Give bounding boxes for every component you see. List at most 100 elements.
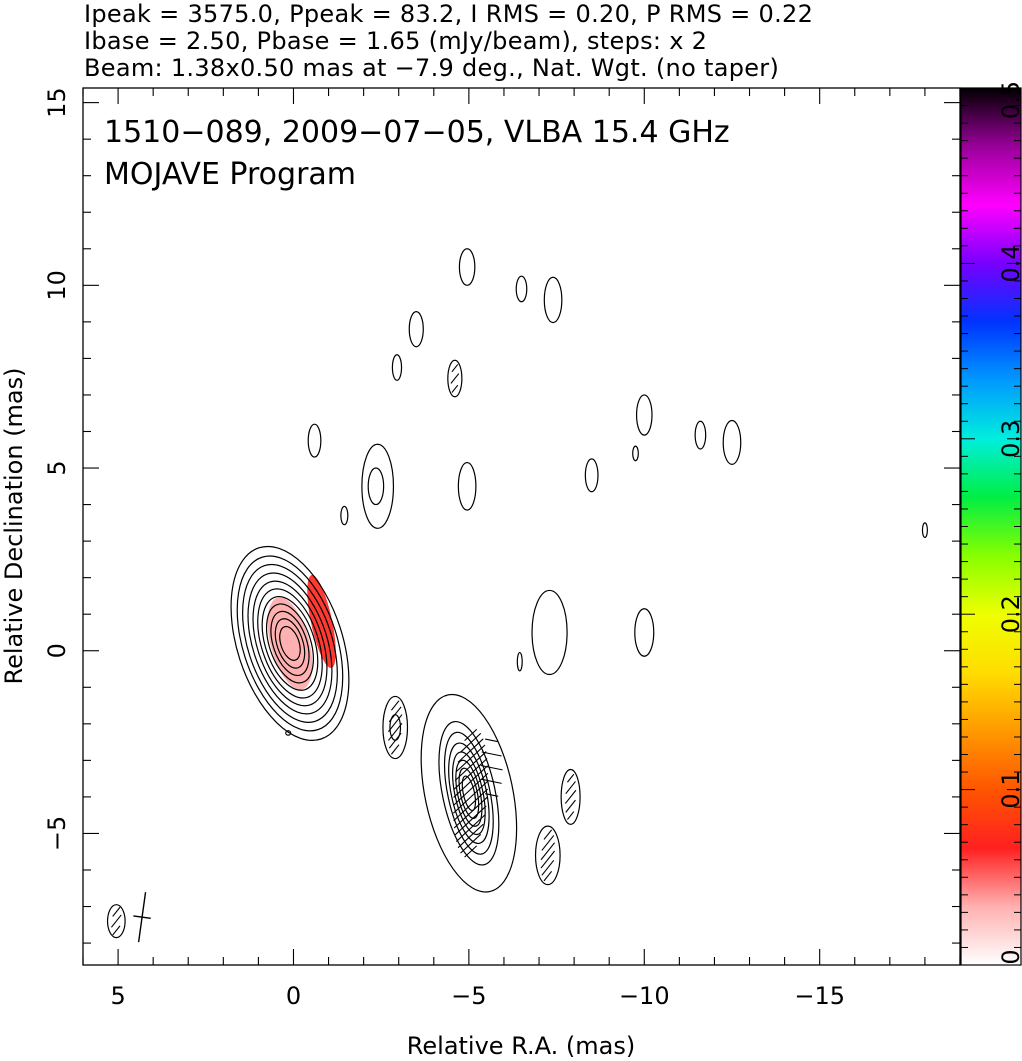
- evpa-vector: [453, 788, 489, 822]
- header-line-2: Ibase = 2.50, Pbase = 1.65 (mJy/beam), s…: [84, 27, 708, 55]
- core-contour: [279, 625, 301, 661]
- core-contour: [274, 618, 306, 669]
- colorbar-tick-labels: 0 0.1 0.2 0.3 0.4 0.5: [997, 81, 1022, 965]
- jet-knot-contour: [448, 742, 490, 845]
- evpa-vector: [481, 778, 502, 784]
- map-layer: [106, 248, 928, 943]
- x-tick-labels: 5 0 −5 −10 −15: [110, 982, 845, 1010]
- evpa-vector: [540, 850, 556, 869]
- jet-knot-contour: [438, 720, 500, 866]
- evpa-vector: [565, 781, 576, 795]
- beam-minor-axis: [133, 915, 151, 920]
- jet-knot-contour: [420, 693, 518, 893]
- jet-knot-contour: [443, 731, 494, 855]
- y-tick-labels: −5 0 5 10 15: [43, 87, 71, 851]
- evpa-vector: [541, 835, 555, 851]
- evpa-vector: [453, 765, 489, 798]
- x-tick-label: −10: [619, 982, 670, 1010]
- evpa-vector: [485, 793, 499, 797]
- colorbar: [961, 88, 1021, 965]
- evpa-vector: [455, 814, 486, 842]
- evpa-vector: [464, 845, 478, 858]
- isolated-contour: [391, 354, 403, 381]
- isolated-contour: [722, 419, 742, 465]
- evpa-vector: [112, 925, 121, 936]
- jet-knot-contour: [455, 759, 483, 827]
- isolated-contour: [447, 359, 463, 398]
- evpa-vector: [453, 796, 488, 829]
- isolated-contour: [367, 467, 385, 506]
- core-contour: [236, 555, 344, 732]
- core-contour: [270, 610, 310, 677]
- y-tick-label: 10: [43, 270, 71, 301]
- core-contour: [261, 595, 319, 691]
- isolated-contour: [560, 768, 581, 825]
- isolated-contour: [408, 311, 424, 348]
- core-contour: [230, 545, 350, 741]
- evpa-vector: [541, 859, 555, 876]
- chart-subtitle: MOJAVE Program: [104, 157, 356, 192]
- evpa-vector: [388, 723, 403, 741]
- evpa-vector: [388, 732, 402, 749]
- isolated-contour: [543, 276, 563, 324]
- evpa-vector: [451, 384, 459, 393]
- evpa-vector: [388, 714, 403, 732]
- header-line-1: Ipeak = 3575.0, Ppeak = 83.2, I RMS = 0.…: [84, 0, 814, 28]
- evpa-vector: [543, 829, 553, 840]
- x-axis-label: Relative R.A. (mas): [407, 1032, 635, 1060]
- plot-frame: [82, 87, 961, 966]
- evpa-vector: [388, 706, 402, 723]
- isolated-contour: [632, 445, 639, 462]
- polarized-region: [267, 597, 313, 690]
- evpa-vector: [451, 364, 459, 373]
- evpa-vector: [454, 751, 487, 781]
- core-contour: [247, 572, 333, 715]
- core-contour: [265, 603, 314, 684]
- isolated-contour: [106, 904, 126, 939]
- isolated-contour: [340, 505, 349, 526]
- evpa-vector: [464, 728, 478, 742]
- evpa-vector: [460, 833, 482, 854]
- x-tick-label: 0: [286, 982, 301, 1010]
- header-line-3: Beam: 1.38x0.50 mas at −7.9 deg., Nat. W…: [84, 54, 780, 82]
- colorbar-tick-label: 0.5: [997, 81, 1022, 119]
- evpa-vector: [480, 764, 503, 771]
- evpa-vector: [540, 842, 556, 861]
- x-tick-label: 5: [110, 982, 125, 1010]
- colorbar-tick-label: 0.3: [997, 420, 1022, 458]
- isolated-contour: [634, 608, 655, 657]
- y-tick-label: 0: [43, 643, 71, 658]
- x-tick-label: −5: [451, 982, 486, 1010]
- isolated-contour: [635, 394, 653, 436]
- isolated-contour: [534, 825, 561, 886]
- evpa-vector: [567, 773, 575, 783]
- evpa-vector: [112, 906, 121, 917]
- evpa-vector: [460, 732, 482, 753]
- y-tick-label: −5: [43, 816, 71, 851]
- isolated-contour: [515, 275, 528, 303]
- isolated-contour: [531, 589, 568, 676]
- isolated-contour: [921, 522, 928, 539]
- evpa-vector: [453, 758, 488, 790]
- core-contour: [242, 563, 338, 723]
- evpa-vector: [390, 700, 400, 711]
- evpa-vector: [564, 789, 577, 804]
- evpa-vector: [567, 811, 575, 820]
- evpa-vector: [457, 823, 484, 849]
- axis-ticks: [82, 88, 961, 965]
- y-tick-label: 15: [43, 87, 71, 118]
- core-contour: [252, 580, 328, 707]
- evpa-vector: [457, 738, 484, 763]
- jet-knot-contour: [452, 751, 486, 836]
- evpa-vector: [452, 780, 489, 814]
- colorbar-tick-label: 0.2: [997, 595, 1022, 633]
- x-tick-label: −15: [794, 982, 845, 1010]
- evpa-vector: [450, 373, 460, 384]
- colorbar-tick-label: 0.1: [997, 771, 1022, 809]
- evpa-vector: [390, 744, 400, 755]
- evpa-vector: [455, 744, 486, 773]
- colorbar-ticks: [961, 87, 1021, 966]
- evpa-vector: [110, 914, 122, 928]
- colorbar-tick-label: 0.4: [997, 244, 1022, 282]
